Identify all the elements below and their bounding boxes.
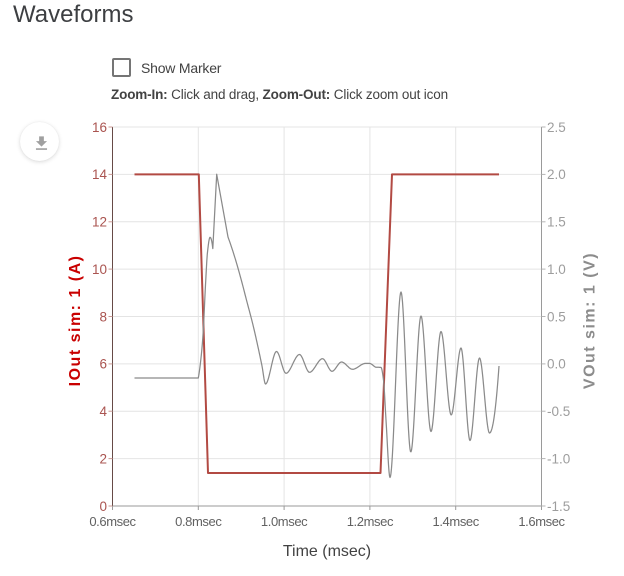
svg-text:2.5: 2.5 (547, 120, 566, 135)
svg-text:-1.0: -1.0 (547, 451, 570, 466)
svg-text:14: 14 (92, 167, 108, 182)
svg-text:12: 12 (92, 215, 107, 230)
svg-text:0.5: 0.5 (547, 309, 566, 324)
svg-text:1.4msec: 1.4msec (433, 514, 480, 529)
svg-text:1.5: 1.5 (547, 215, 566, 230)
svg-text:-1.5: -1.5 (547, 499, 570, 514)
svg-text:1.6msec: 1.6msec (518, 514, 565, 529)
svg-text:VOut sim: 1 (V): VOut sim: 1 (V) (581, 252, 598, 389)
svg-text:8: 8 (99, 309, 107, 324)
svg-text:1.0: 1.0 (547, 262, 566, 277)
svg-text:-0.5: -0.5 (547, 404, 570, 419)
svg-text:2.0: 2.0 (547, 167, 566, 182)
svg-text:Time (msec): Time (msec) (283, 543, 371, 560)
svg-text:1.0msec: 1.0msec (261, 514, 308, 529)
svg-text:1.2msec: 1.2msec (347, 514, 394, 529)
svg-text:0: 0 (99, 499, 107, 514)
svg-text:4: 4 (99, 404, 107, 419)
svg-text:IOut sim: 1 (A): IOut sim: 1 (A) (67, 254, 84, 386)
svg-text:0.8msec: 0.8msec (175, 514, 222, 529)
svg-text:6: 6 (99, 357, 107, 372)
svg-text:0.0: 0.0 (547, 357, 566, 372)
svg-text:16: 16 (92, 120, 107, 135)
svg-text:10: 10 (92, 262, 107, 277)
svg-text:0.6msec: 0.6msec (89, 514, 136, 529)
svg-text:2: 2 (99, 451, 107, 466)
